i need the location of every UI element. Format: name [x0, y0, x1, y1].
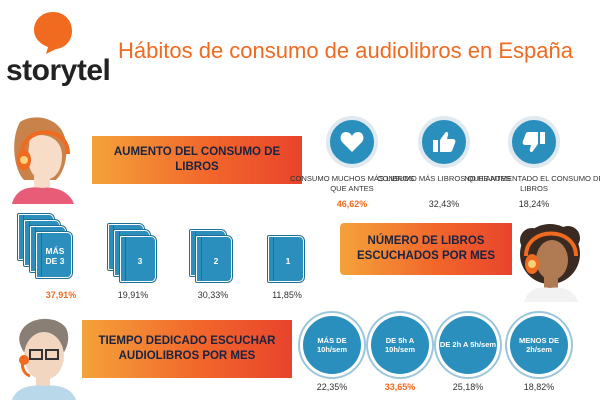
books-2: 2	[190, 230, 250, 286]
book-icon	[196, 236, 232, 282]
time-label: MENOS DE 2h/sem	[518, 335, 559, 355]
time-percent: 18,82%	[523, 382, 555, 392]
books-percent: 11,85%	[272, 290, 302, 300]
woman-curly-hair-headphones-illustration	[520, 224, 580, 302]
consumption-caption: NO HE AUMENTADO EL CONSUMO DE LIBROS	[464, 174, 600, 193]
storytel-logo-icon	[34, 12, 72, 54]
books-3: 3	[108, 224, 178, 286]
books-more-than-3: MÁS DE 3	[18, 214, 98, 286]
time-percent: 22,35%	[316, 382, 348, 392]
time-percent: 25,18%	[452, 382, 484, 392]
thumbs-up-icon	[433, 131, 456, 152]
book-icon	[36, 232, 72, 278]
time-label: DE 5h A 10h/sem	[384, 335, 416, 355]
logo-text: storytel	[6, 54, 111, 87]
thumbs-down-icon	[522, 132, 545, 153]
books-percent: 37,91%	[45, 290, 77, 300]
time-circle: MÁS DE 10h/sem	[303, 316, 361, 374]
consumption-more-circle	[418, 116, 470, 168]
time-label: DE 2h A 5h/sem	[439, 340, 497, 350]
time-circle: MENOS DE 2h/sem	[510, 316, 568, 374]
consumption-same-circle	[508, 116, 560, 168]
time-percent: 33,65%	[384, 382, 416, 392]
consumption-percent: 18,24%	[518, 199, 550, 209]
books-1: 1	[268, 236, 318, 286]
consumption-percent: 32,43%	[428, 199, 460, 209]
books-percent: 30,33%	[197, 290, 229, 300]
books-label: 2	[213, 256, 219, 266]
consumption-more-circle	[326, 116, 378, 168]
books-label: 3	[137, 256, 143, 266]
books-percent: 19,91%	[117, 290, 149, 300]
consumption-percent: 46,62%	[336, 199, 368, 209]
time-listening-banner: TIEMPO DEDICADO ESCUCHAR AUDIOLIBROS POR…	[82, 320, 292, 378]
heart-icon	[340, 132, 364, 152]
books-label: MÁS DE 3	[45, 246, 65, 266]
books-per-month-banner: NÚMERO DE LIBROS ESCUCHADOS POR MES	[340, 223, 512, 275]
page-title: Hábitos de consumo de audiolibros en Esp…	[118, 38, 573, 63]
consumption-increase-banner: AUMENTO DEL CONSUMO DE LIBROS	[92, 136, 302, 184]
man-glasses-headphones-illustration	[12, 318, 76, 400]
book-icon	[268, 236, 304, 282]
time-label: MÁS DE 10h/sem	[316, 335, 348, 355]
time-circle: DE 5h A 10h/sem	[371, 316, 429, 374]
book-icon	[120, 236, 156, 282]
woman-headphones-illustration	[12, 117, 74, 204]
books-label: 1	[285, 256, 291, 266]
consumption-caption: CONSUMO MUCHOS MÁS LIBROS QUE ANTES	[289, 174, 415, 193]
consumption-caption: CONSUMO MÁS LIBROS QUE ANTES	[377, 174, 511, 183]
time-circle: DE 2h A 5h/sem	[439, 316, 497, 374]
